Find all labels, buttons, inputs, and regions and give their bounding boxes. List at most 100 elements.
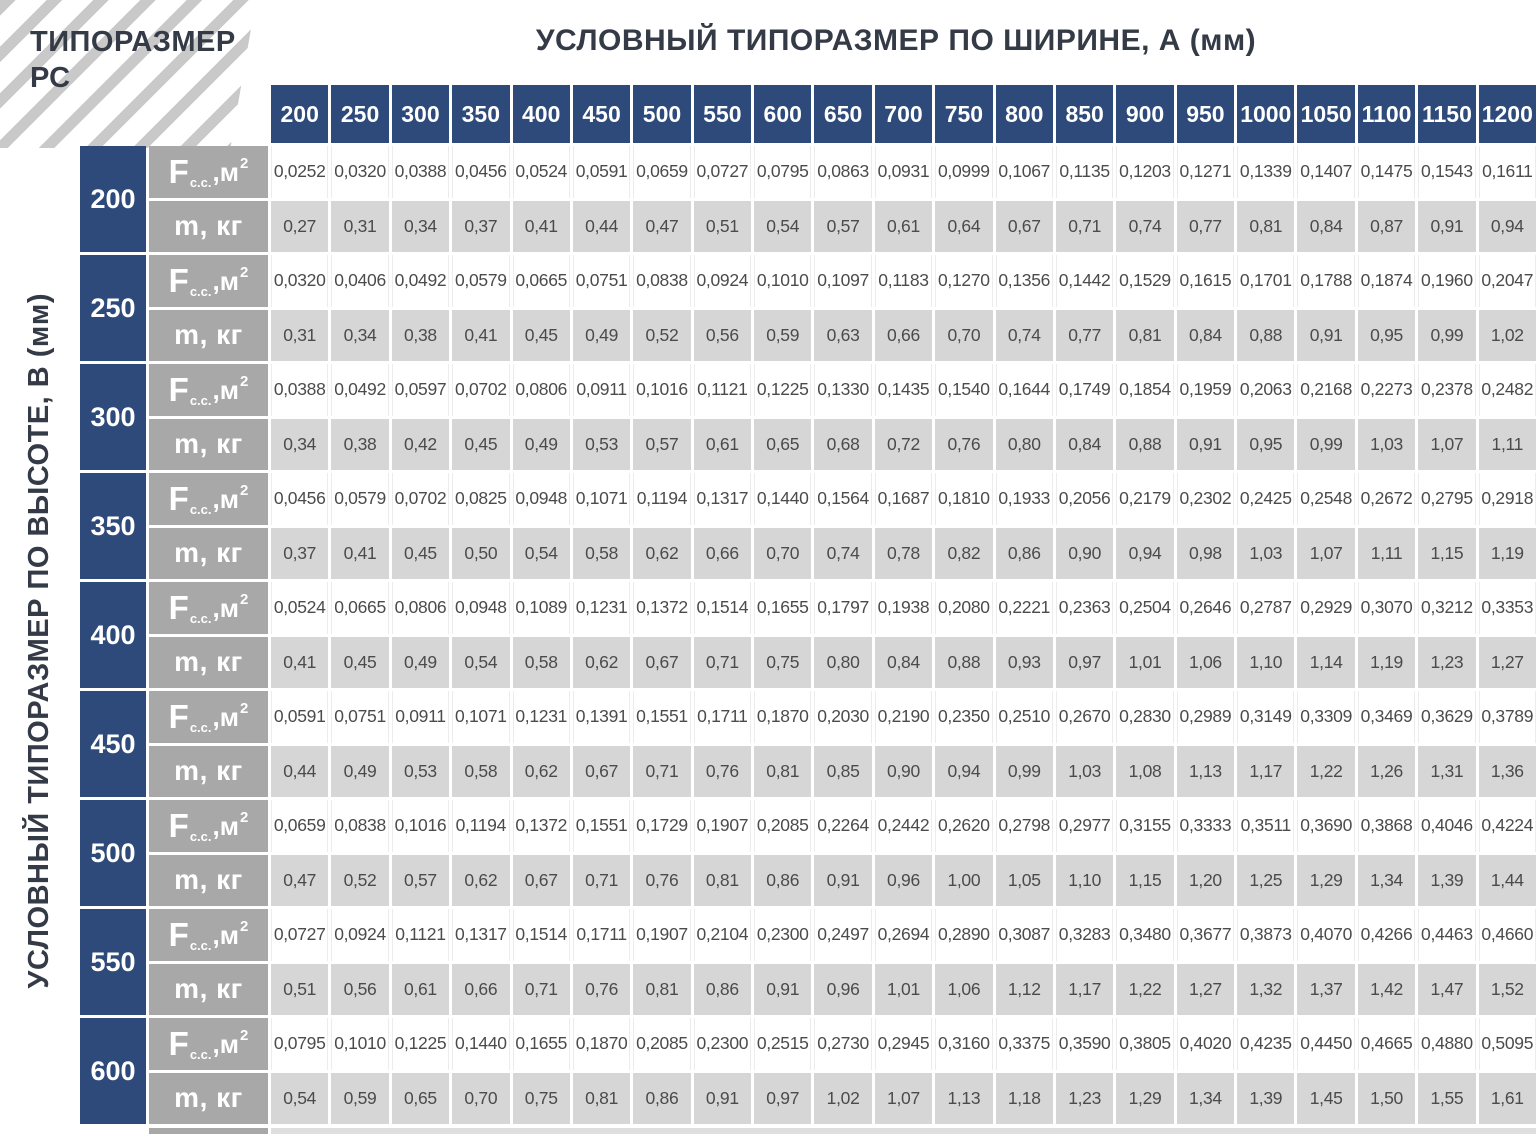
mass-value-cell: 0,44 (572, 200, 631, 252)
mass-value-cell: 0,31 (331, 200, 389, 252)
mass-value-cell: 0,41 (512, 200, 570, 252)
mass-value-cell: 0,74 (1116, 200, 1174, 252)
mass-value-cell: 0,84 (1176, 309, 1235, 361)
col-header-cell: 750 (935, 85, 993, 143)
area-value-cell: 0,2378 (1418, 364, 1476, 416)
area-value-cell: 0,0924 (693, 255, 752, 307)
area-value-cell: 0,3789 (1478, 691, 1536, 743)
area-value-cell: 0,0659 (633, 146, 691, 198)
mass-value-cell: 1,26 (1357, 745, 1416, 797)
area-value-cell: 0,0931 (874, 146, 933, 198)
area-value-cell: 0,2221 (995, 582, 1053, 634)
area-value-cell: 0,2795 (1418, 473, 1476, 525)
mass-value-cell: 1,13 (935, 1072, 993, 1124)
area-value-cell: 0,1330 (814, 364, 872, 416)
mass-value-cell: 0,71 (572, 854, 631, 906)
area-value-cell: 0,0863 (814, 146, 872, 198)
mass-value-cell: 0,66 (693, 527, 752, 579)
area-label-part: ,м (212, 592, 239, 623)
row-header-cell: 350 (80, 473, 146, 579)
area-value-cell: 0,4463 (1418, 909, 1476, 961)
mass-value-cell: 1,47 (1418, 963, 1476, 1015)
area-value-cell: 0,0751 (331, 691, 389, 743)
area-value-cell: 0,2890 (935, 909, 993, 961)
mass-value-cell: 1,17 (1055, 963, 1114, 1015)
mass-value-cell: 0,96 (814, 963, 872, 1015)
area-value-cell: 0,0524 (512, 146, 570, 198)
area-value-cell: 0,0388 (391, 146, 450, 198)
mass-value-cell: 1,22 (1297, 745, 1355, 797)
area-value-cell: 0,1271 (1176, 146, 1235, 198)
mass-value-cell: 1,23 (1055, 1072, 1114, 1124)
area-value-cell: 0,4450 (1297, 1018, 1355, 1070)
area-value-cell: 0,1440 (754, 473, 812, 525)
area-label-part: с.с. (189, 719, 212, 735)
mass-value-cell: 0,58 (452, 745, 510, 797)
mass-value-cell: 0,90 (1055, 527, 1114, 579)
area-value-cell: 0,3868 (1357, 800, 1416, 852)
col-header-cell: 200 (271, 85, 329, 143)
area-value-cell: 0,1440 (452, 1018, 510, 1070)
mass-value-cell: 1,05 (995, 854, 1053, 906)
area-value-cell: 0,1701 (1237, 255, 1295, 307)
col-header-cell: 550 (693, 85, 752, 143)
mass-value-cell: 1,06 (935, 963, 993, 1015)
mass-value-cell: 0,37 (271, 527, 329, 579)
mass-value-cell: 0,51 (693, 200, 752, 252)
area-value-cell: 0,4070 (1297, 909, 1355, 961)
row-header-cell: 600 (80, 1018, 146, 1124)
area-value-cell: 0,4235 (1237, 1018, 1295, 1070)
mass-value-cell: 0,63 (814, 309, 872, 361)
mass-value-cell: 1,34 (1357, 854, 1416, 906)
mass-value-cell: 0,44 (271, 745, 329, 797)
area-value-cell: 0,2190 (874, 691, 933, 743)
mass-value-cell: 0,34 (271, 418, 329, 470)
mass-value-cell: 1,34 (1176, 1072, 1235, 1124)
mass-value-cell: 0,62 (452, 854, 510, 906)
area-value-cell: 0,1933 (995, 473, 1053, 525)
area-value-cell: 0,2273 (1357, 364, 1416, 416)
area-value-cell: 0,1797 (814, 582, 872, 634)
area-value-cell: 0,1564 (814, 473, 872, 525)
area-value-cell: 0,1615 (1176, 255, 1235, 307)
mass-value-cell: 0,71 (1055, 200, 1114, 252)
mass-value-cell: 0,90 (874, 745, 933, 797)
area-value-cell: 0,4046 (1418, 800, 1476, 852)
col-header-cell: 450 (572, 85, 631, 143)
area-value-cell: 0,1231 (512, 691, 570, 743)
area-value-cell: 0,1270 (935, 255, 993, 307)
area-value-cell: 0,1183 (874, 255, 933, 307)
mass-value-cell: 1,11 (1478, 418, 1536, 470)
mass-value-cell: 0,49 (331, 745, 389, 797)
mass-value-cell: 0,51 (271, 963, 329, 1015)
mass-value-cell: 0,59 (331, 1072, 389, 1124)
area-value-cell: 0,0948 (452, 582, 510, 634)
mass-value-cell: 0,68 (814, 418, 872, 470)
mass-value-cell: 1,27 (1478, 636, 1536, 688)
area-value-cell: 0,1089 (512, 582, 570, 634)
area-value-cell: 0,2830 (1116, 691, 1174, 743)
area-value-cell: 0,1067 (995, 146, 1053, 198)
area-label-part: F (168, 1025, 189, 1063)
area-value-cell: 0,2168 (1297, 364, 1355, 416)
mass-value-cell: 0,75 (754, 636, 812, 688)
area-label-part: F (168, 480, 189, 518)
area-value-cell: 0,1010 (754, 255, 812, 307)
area-label-part: F (168, 153, 189, 191)
area-value-cell: 0,2670 (1055, 691, 1114, 743)
area-value-cell: 0,1907 (633, 909, 691, 961)
area-value-cell: 0,1010 (331, 1018, 389, 1070)
area-value-cell: 0,1317 (452, 909, 510, 961)
area-value-cell: 0,1514 (693, 582, 752, 634)
mass-metric-label: m, кг (149, 854, 268, 906)
dimension-table: 200 250 300 350 400 450 500 550 600 650 700 750 800 8… (80, 85, 1536, 1124)
mass-value-cell: 0,88 (935, 636, 993, 688)
mass-value-cell: 0,95 (1357, 309, 1416, 361)
mass-value-cell: 0,81 (1237, 200, 1295, 252)
col-header-cell: 1050 (1297, 85, 1355, 143)
area-value-cell: 0,0806 (391, 582, 450, 634)
mass-value-cell: 0,37 (452, 200, 510, 252)
mass-value-cell: 0,77 (1055, 309, 1114, 361)
